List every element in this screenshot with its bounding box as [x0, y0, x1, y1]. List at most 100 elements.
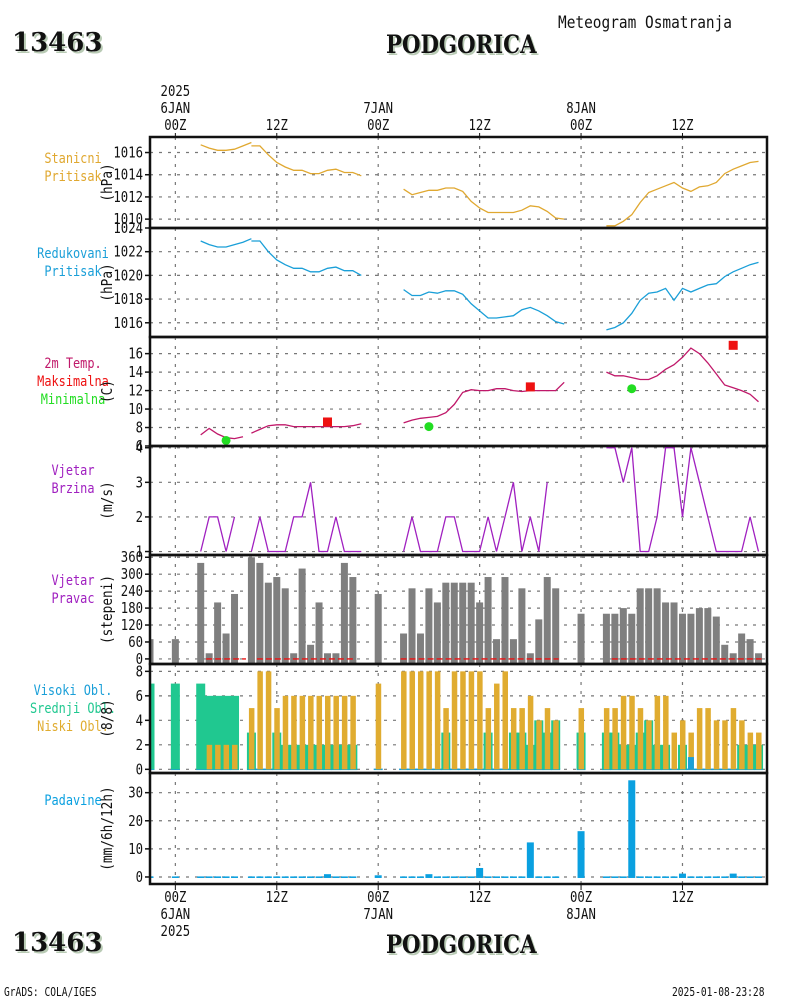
precip-bar — [518, 876, 526, 878]
cloud-low-bar — [722, 720, 728, 770]
cloud-low-bar — [299, 695, 306, 770]
time-label-bottom: 12Z — [671, 889, 693, 906]
precip-bar — [678, 873, 686, 878]
wind-direction-bar — [197, 562, 205, 664]
series-line-reduced-pressure — [251, 240, 362, 276]
wind-direction-bar — [552, 588, 560, 664]
wind-direction-bar — [222, 633, 230, 664]
panel-label-line: Brzina — [51, 481, 95, 497]
wind-direction-bar — [247, 557, 255, 664]
y-tick-label: 8 — [136, 419, 143, 436]
panel-station-pressure: 1010 1012 1014 1016 (hPa) — [99, 135, 769, 230]
panel-label-station-pressure: Stanicni Pritisak — [9, 150, 137, 186]
panel-data — [200, 340, 759, 445]
cloud-low-bar — [739, 720, 745, 770]
cloud-low-bar — [434, 671, 441, 770]
panel-data — [150, 557, 763, 664]
precip-bar — [315, 876, 323, 878]
footer-credit: GrADS: COLA/IGES — [4, 985, 97, 999]
cloud-low-bar — [553, 720, 559, 770]
panel-label-line: Srednji Obl. — [30, 701, 116, 717]
chart-subtitle: Meteogram Osmatranja — [558, 13, 732, 33]
cloud-low-bar — [637, 708, 644, 770]
series-line-station-pressure — [200, 141, 252, 151]
precip-bar — [738, 876, 746, 878]
cloud-low-bar — [519, 708, 525, 770]
precip-bar — [205, 876, 213, 878]
wind-direction-bar — [687, 613, 695, 664]
time-label-bottom: 8JAN — [566, 906, 596, 923]
time-label-top: 8JAN — [566, 100, 596, 117]
station-name-top: PODGORICA — [386, 30, 537, 59]
cloud-low-bar — [730, 708, 737, 770]
precip-bar — [476, 867, 484, 878]
panel-label-line: 2m Temp. — [44, 356, 102, 372]
y-tick-label: 16 — [128, 346, 143, 363]
cloud-low-bar — [282, 695, 289, 770]
panel-label-line: Pritisak — [44, 264, 102, 280]
cloud-low-bar — [257, 671, 263, 770]
series-line-temperature — [251, 423, 362, 434]
y-tick-label: 10 — [128, 841, 143, 858]
precip-bar — [484, 876, 492, 878]
cloud-low-bar — [409, 671, 416, 770]
precip-bar — [535, 876, 543, 878]
y-tick-label: 1 — [136, 543, 143, 560]
tmin-marker — [221, 435, 231, 445]
time-label-bottom: 00Z — [164, 889, 186, 906]
precip-bar — [695, 876, 703, 878]
wind-direction-bar — [273, 577, 281, 664]
cloud-low-bar — [401, 671, 407, 770]
time-label-top: 7JAN — [363, 100, 393, 117]
panel-frame — [148, 226, 769, 339]
precip-bar — [332, 876, 340, 878]
precip-bar — [619, 876, 627, 878]
time-label-bottom: 00Z — [570, 889, 592, 906]
panel-label-line: Redukovani — [37, 246, 109, 262]
time-label-bottom: 6JAN — [161, 906, 191, 923]
tmin-marker — [627, 384, 637, 394]
y-tick-label: 180 — [121, 600, 143, 617]
precip-bar — [746, 876, 754, 878]
series-line-station-pressure — [251, 145, 362, 177]
precip-bar — [150, 876, 154, 878]
y-tick-label: 1014 — [113, 167, 143, 184]
tmin-marker — [424, 422, 434, 432]
y-tick-label: 4 — [136, 712, 143, 729]
series-line-temperature — [403, 381, 565, 424]
wind-direction-bar — [535, 619, 543, 664]
panel-label-wind-speed: Vjetar Brzina — [9, 462, 137, 498]
cloud-mid-bar — [150, 683, 155, 770]
precip-bar — [323, 874, 331, 878]
y-tick-label: 6 — [136, 438, 143, 455]
panel-label-line: Vjetar — [51, 463, 95, 479]
precip-bar — [222, 876, 230, 878]
series-line-reduced-pressure — [200, 238, 252, 248]
wind-direction-bar — [298, 568, 306, 664]
precip-bar — [509, 876, 517, 878]
precip-bar — [721, 876, 729, 878]
precip-bar — [197, 876, 205, 878]
panel-data — [150, 780, 763, 878]
precip-bar — [645, 876, 653, 878]
wind-direction-bar — [323, 653, 331, 664]
panel-label-temperature: 2m Temp. Maksimalna Minimalna — [9, 355, 137, 409]
wind-direction-bar — [476, 602, 484, 664]
cloud-low-bar — [705, 708, 711, 770]
y-axis-label: (hPa) — [99, 263, 116, 301]
cloud-low-bar — [477, 671, 483, 770]
wind-direction-bar — [695, 608, 703, 664]
precip-bar — [493, 876, 501, 878]
y-axis-label: (hPa) — [99, 163, 116, 201]
precip-bar — [670, 876, 678, 878]
y-tick-label: 60 — [128, 634, 143, 651]
time-label-top: 00Z — [367, 117, 389, 134]
panel-label-clouds: Visoki Obl. Srednji Obl. Niski Obl. — [9, 682, 137, 736]
time-label-top: 12Z — [266, 117, 288, 134]
precip-bar — [231, 876, 239, 878]
cloud-low-bar — [460, 671, 466, 770]
panel-label-line: Pravac — [51, 591, 95, 607]
precip-bar — [425, 874, 433, 878]
series-line-wind-speed — [402, 482, 548, 553]
wind-direction-bar — [425, 588, 433, 664]
